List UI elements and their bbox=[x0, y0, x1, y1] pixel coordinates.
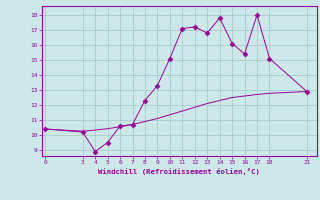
X-axis label: Windchill (Refroidissement éolien,°C): Windchill (Refroidissement éolien,°C) bbox=[98, 168, 260, 175]
